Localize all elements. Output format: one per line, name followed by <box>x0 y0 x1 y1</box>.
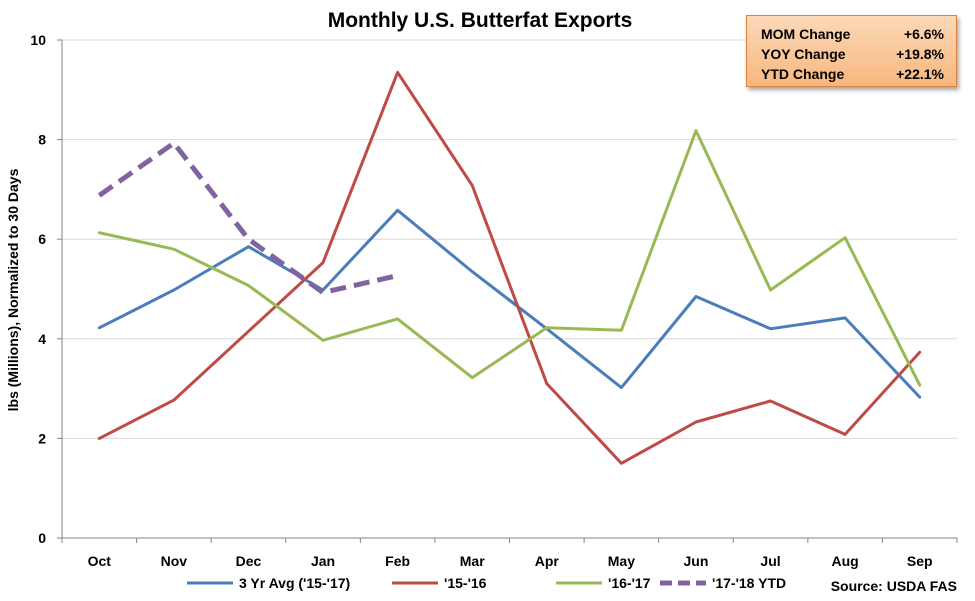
stats-row-mom: MOM Change +6.6% <box>761 24 944 44</box>
x-tick-label: May <box>608 553 635 569</box>
grid-lines <box>62 39 957 439</box>
series-line-0 <box>97 208 922 399</box>
stats-value-ytd: +22.1% <box>896 66 944 82</box>
legend-label-3: '17-'18 YTD <box>712 575 786 591</box>
x-tick-label: Nov <box>161 553 188 569</box>
x-tick-label: Mar <box>460 553 485 569</box>
stats-label-mom: MOM Change <box>761 26 851 42</box>
y-tick-label: 6 <box>38 231 46 247</box>
axes: 0 2 4 6 8 10 Oct Nov Dec Jan Feb Mar Apr May Jun Jul Aug… <box>30 32 958 569</box>
legend-label-1: '15-'16 <box>444 575 487 591</box>
x-tick-label: Sep <box>907 553 933 569</box>
legend-label-0: 3 Yr Avg ('15-'17) <box>239 575 350 591</box>
y-tick-label: 4 <box>38 331 46 347</box>
chart-title: Monthly U.S. Butterfat Exports <box>328 9 633 32</box>
series-lines <box>97 70 922 465</box>
y-axis-label: lbs (Millions), Normalized to 30 Days <box>5 168 21 411</box>
stats-row-yoy: YOY Change +19.8% <box>761 44 944 64</box>
series-line-2 <box>97 129 922 387</box>
stats-value-yoy: +19.8% <box>896 46 944 62</box>
stats-row-ytd: YTD Change +22.1% <box>761 64 944 84</box>
y-tick-label: 2 <box>38 430 46 446</box>
change-stats-box: MOM Change +6.6% YOY Change +19.8% YTD C… <box>746 15 957 87</box>
y-tick-label: 8 <box>38 132 46 148</box>
legend: 3 Yr Avg ('15-'17) '15-'16 '16-'17 '17-'18 … <box>187 575 786 591</box>
x-tick-label: Jun <box>684 553 709 569</box>
series-line-3 <box>97 140 399 295</box>
stats-label-yoy: YOY Change <box>761 46 846 62</box>
stats-label-ytd: YTD Change <box>761 66 845 82</box>
x-tick-label: Feb <box>385 553 410 569</box>
x-tick-label: Dec <box>236 553 262 569</box>
x-tick-label: Aug <box>832 553 859 569</box>
stats-value-mom: +6.6% <box>903 26 944 42</box>
x-tick-label: Jul <box>760 553 780 569</box>
x-tick-label: Apr <box>535 553 560 569</box>
series-line-1 <box>97 70 922 465</box>
y-tick-label: 10 <box>30 32 46 48</box>
legend-label-2: '16-'17 <box>608 575 651 591</box>
y-tick-label: 0 <box>38 530 46 546</box>
x-tick-label: Jan <box>311 553 335 569</box>
x-tick-label: Oct <box>88 553 112 569</box>
source-note: Source: USDA FAS <box>831 578 957 594</box>
